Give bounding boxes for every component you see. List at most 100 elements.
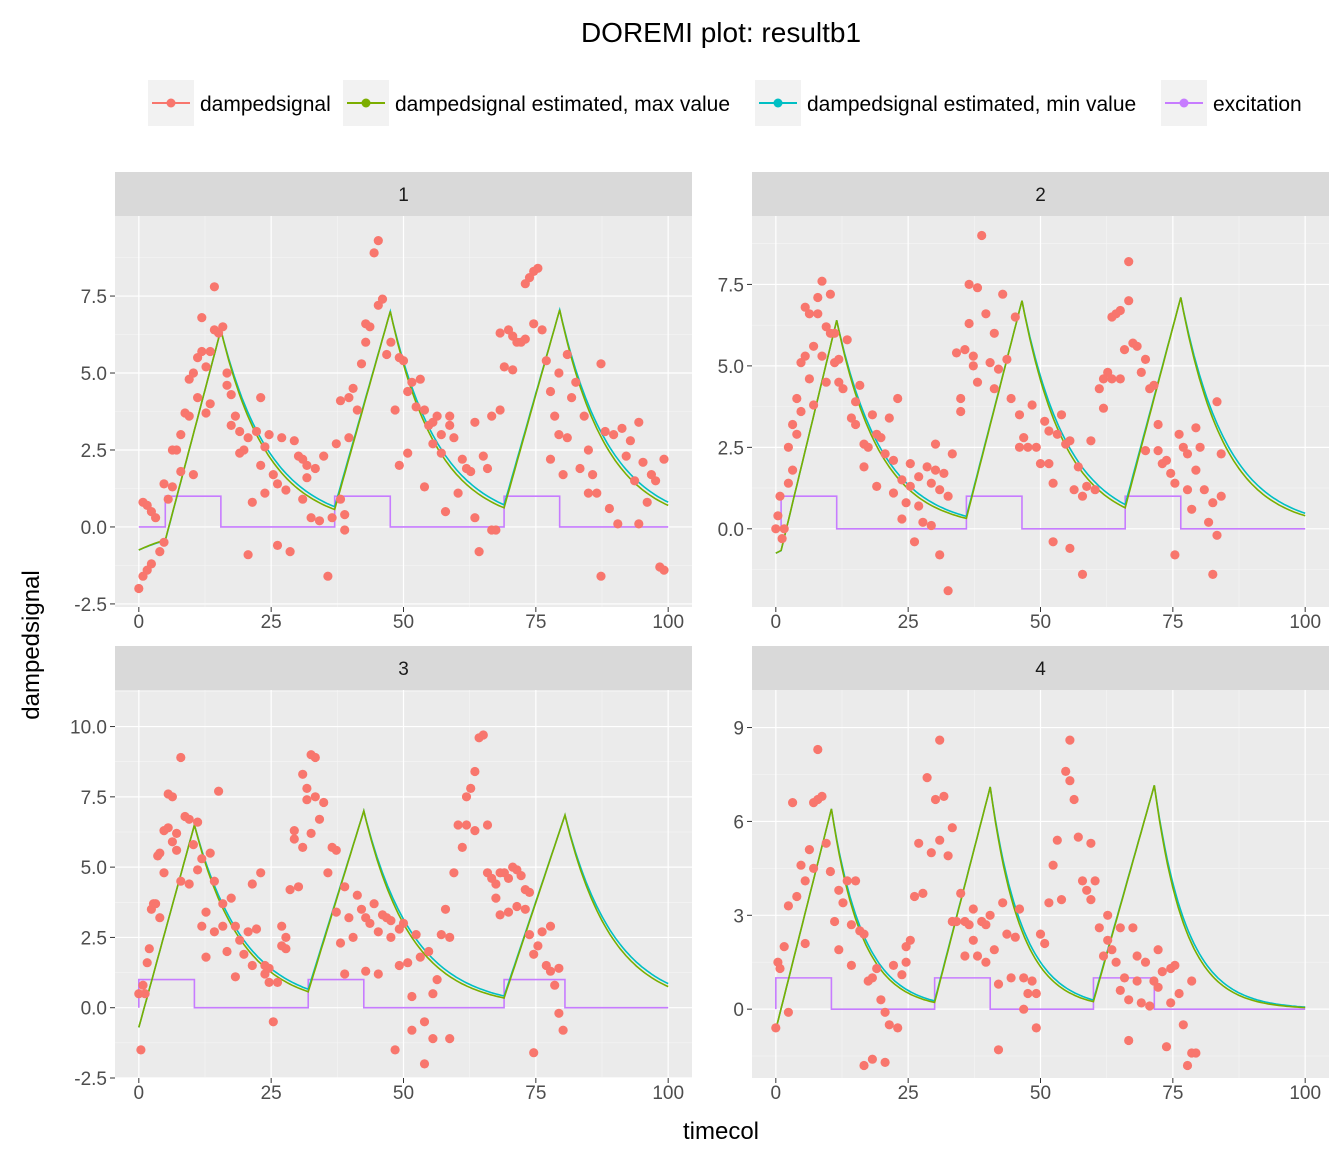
data-point [846,920,857,930]
data-point [880,1007,890,1017]
data-point [424,946,434,957]
data-point [621,451,631,461]
legend-key-dot [166,98,176,108]
data-point [209,927,219,937]
data-point [579,411,589,421]
y-tick-label: 0 [733,1000,744,1021]
estimate-min-line [775,297,1306,554]
data-point [1090,485,1100,495]
data-point [1216,491,1226,501]
data-point [1191,465,1201,475]
y-tick-label: -2.5 [74,595,107,616]
data-point [876,433,886,443]
data-point [800,302,810,312]
data-point [1103,367,1113,377]
data-point [340,509,350,520]
data-point [247,960,257,971]
data-point [1161,1042,1172,1052]
data-point [804,309,815,319]
data-point [554,963,564,973]
data-point [394,460,404,470]
data-point [172,828,182,839]
data-point [1090,876,1100,886]
data-point [964,920,974,930]
data-point [1098,403,1109,413]
legend-entry: dampedsignal estimated, min value [755,80,1136,126]
data-point [1010,932,1020,942]
data-point [272,479,283,489]
data-point [792,891,802,902]
y-tick-label: 0.0 [81,999,107,1020]
data-point [533,941,543,951]
data-point [503,907,514,917]
data-point [1132,951,1142,961]
data-point [445,420,455,430]
data-point [277,433,287,443]
data-point [138,980,148,990]
data-point [335,494,346,504]
y-tick-label: 5.0 [81,364,107,385]
data-point [1115,985,1125,996]
x-tick-label: 100 [652,1083,684,1104]
data-point [1208,569,1218,580]
data-point [554,1008,564,1018]
data-point [218,921,228,931]
data-point [529,319,539,329]
panel-4: 4 0 25 50 75 100 0 3 6 9 [733,646,1329,1104]
data-point [813,309,823,319]
data-point [846,413,857,423]
data-point [872,481,882,491]
x-tick-label: 25 [898,612,919,633]
data-point [1098,951,1109,961]
data-point [302,473,312,483]
data-point [142,958,152,968]
data-point [239,949,249,959]
data-point [428,989,438,999]
x-tick-label: 75 [1162,1083,1183,1104]
data-point [922,462,932,472]
data-point [926,848,936,858]
data-point [369,248,379,258]
y-tick-label: 2.5 [718,438,744,459]
data-point [1077,876,1088,886]
data-point [884,1020,894,1030]
data-point [201,952,211,962]
data-point [201,362,211,372]
data-point [188,368,198,378]
data-point [226,390,236,400]
data-point [804,374,815,384]
data-point [943,586,953,596]
data-point [1178,442,1188,452]
data-point [260,488,270,498]
data-point [800,876,810,886]
data-point [1136,998,1146,1008]
data-point [1023,988,1033,999]
data-point [1182,485,1193,495]
data-point [905,459,915,469]
data-point [264,430,274,440]
data-point [638,457,648,467]
data-point [474,547,484,557]
data-point [1056,895,1067,905]
x-axis-title: timecol [683,1118,759,1145]
data-point [453,488,463,498]
data-point [348,383,358,393]
data-point [1019,1004,1029,1014]
data-point [314,814,325,824]
data-point [1006,973,1016,983]
data-point [914,838,924,848]
data-point [998,289,1008,299]
data-point [386,337,396,347]
x-tick-label: 25 [261,612,282,633]
data-point [880,1057,890,1067]
data-point [134,989,144,999]
data-point [935,735,945,745]
data-point [1145,1001,1155,1011]
data-point [1082,481,1092,491]
data-point [1124,995,1134,1005]
data-point [159,537,169,547]
data-point [838,384,848,394]
data-point [1153,945,1163,955]
data-point [922,773,932,783]
data-point [1140,446,1151,456]
